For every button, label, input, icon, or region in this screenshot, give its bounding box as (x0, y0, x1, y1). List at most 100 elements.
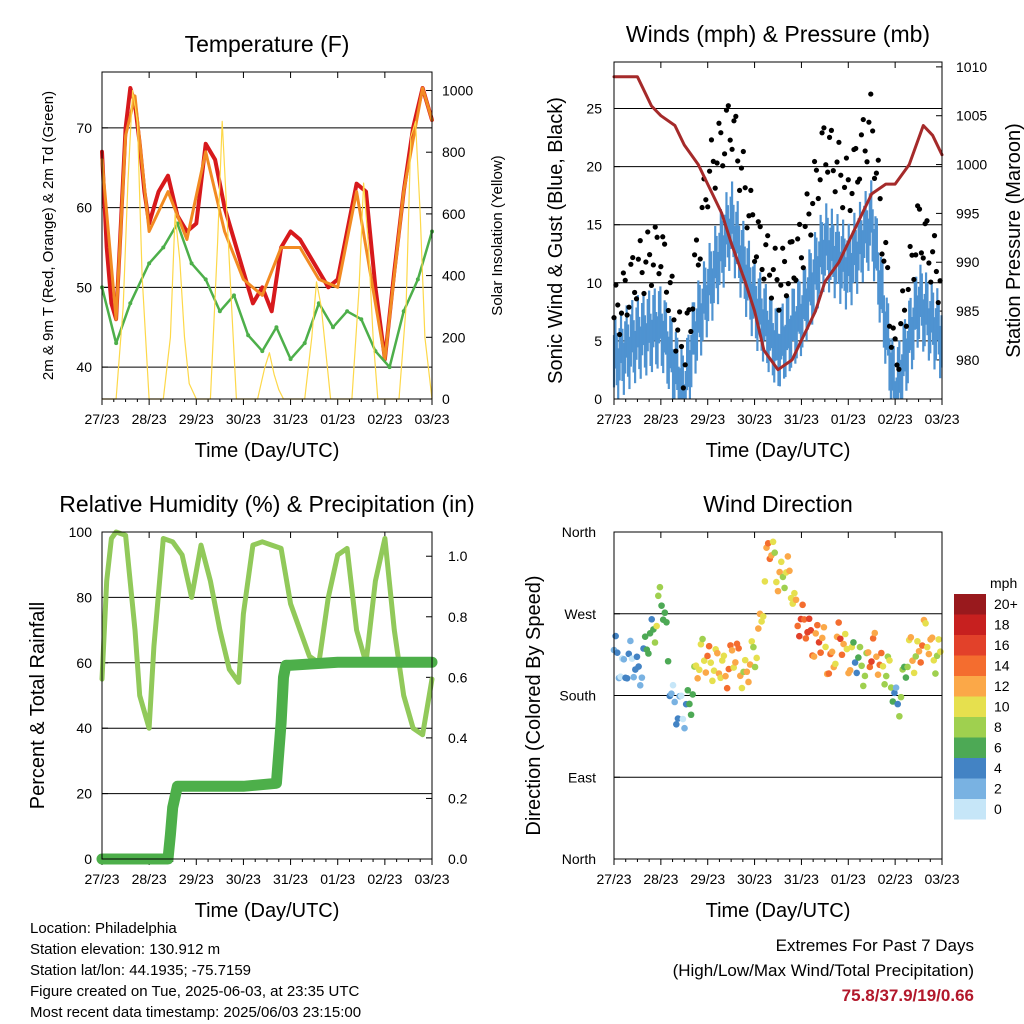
gust-point (708, 137, 715, 143)
gust-point (856, 176, 863, 182)
gust-point (871, 175, 878, 181)
y2-tick-label: 0.6 (448, 669, 468, 685)
gust-point (765, 233, 771, 239)
gust-point (618, 310, 625, 316)
direction-point (681, 724, 688, 732)
direction-point (892, 684, 900, 691)
direction-point (786, 567, 793, 575)
gust-point (883, 239, 889, 246)
gust-point (804, 191, 810, 197)
x-tick-label: 27/23 (84, 871, 119, 887)
gust-point (806, 211, 812, 217)
gust-point (778, 282, 784, 288)
direction-point (641, 633, 649, 640)
colorbar-cell (954, 614, 986, 635)
direction-point (663, 618, 670, 626)
gust-point (667, 280, 673, 286)
y2-axis-label: Station Pressure (Maroon) (1003, 123, 1024, 358)
gust-point (658, 264, 664, 270)
direction-point (932, 670, 939, 677)
gust-point (723, 107, 730, 113)
x-tick-label: 27/23 (596, 871, 631, 887)
gust-point (693, 237, 700, 243)
gust-point (706, 168, 713, 174)
gust-point (781, 258, 788, 265)
x-axis-label: Time (Day/UTC) (706, 900, 851, 922)
direction-point (879, 663, 887, 670)
gust-point (840, 205, 846, 211)
recent-timestamp: Most recent data timestamp: 2025/06/03 2… (30, 1004, 362, 1021)
gust-point (849, 190, 855, 197)
gust-point (772, 245, 778, 251)
direction-point (630, 673, 637, 681)
x-axis-label: Time (Day/UTC) (195, 900, 340, 922)
direction-point (925, 650, 933, 658)
gust-point (648, 282, 655, 289)
gust-point (832, 189, 838, 195)
gust-point (620, 270, 626, 276)
direction-point (886, 657, 893, 664)
gust-point (729, 146, 735, 152)
direction-point (794, 622, 801, 630)
gust-point (890, 325, 896, 331)
direction-point (887, 684, 895, 691)
x-tick-label: 31/23 (273, 411, 308, 427)
colorbar-cell (954, 799, 986, 820)
direction-point (912, 653, 920, 660)
direction-point (861, 672, 869, 680)
chart-title: Relative Humidity (%) & Precipitation (i… (59, 491, 474, 517)
gust-point (858, 132, 865, 138)
x-tick-label: 28/23 (643, 411, 678, 427)
direction-point (773, 578, 780, 586)
gust-point (879, 251, 885, 257)
direction-point (923, 643, 931, 651)
y-axis-label: 2m & 9m T (Red, Orange) & 2m Td (Green) (40, 91, 57, 380)
gust-point (735, 158, 741, 164)
gust-point (652, 224, 658, 230)
gust-point (817, 177, 823, 183)
y-axis-label: Percent & Total Rainfall (27, 602, 49, 810)
gust-point (712, 185, 718, 191)
direction-point (791, 589, 798, 597)
x-tick-label: 01/23 (831, 411, 866, 427)
x-tick-label: 03/23 (924, 871, 959, 887)
gust-point (935, 299, 941, 306)
gust-point (907, 243, 913, 250)
gust-point (630, 254, 636, 261)
colorbar-cell (954, 635, 986, 656)
direction-point (625, 650, 633, 658)
direction-point (774, 587, 782, 595)
y-tick-label: 25 (586, 100, 602, 116)
direction-point (699, 635, 706, 643)
direction-point (812, 630, 820, 637)
direction-point (702, 669, 710, 676)
direction-point (769, 538, 777, 546)
x-tick-label: 03/23 (414, 411, 449, 427)
direction-point (814, 621, 821, 629)
x-tick-label: 29/23 (179, 411, 214, 427)
direction-point (633, 653, 641, 661)
y2-tick-label: 980 (956, 352, 980, 368)
gust-point (757, 224, 763, 230)
colorbar-cell (954, 778, 986, 799)
gust-point (740, 148, 746, 155)
direction-point (679, 715, 687, 723)
gust-point (691, 252, 698, 258)
y-tick-label: 60 (76, 200, 92, 216)
gust-point (766, 272, 773, 278)
x-tick-label: 28/23 (132, 871, 167, 887)
direction-point (889, 698, 897, 705)
gust-point (748, 187, 754, 193)
x-tick-label: 31/23 (784, 871, 819, 887)
gust-point (870, 128, 876, 134)
direction-point (654, 592, 662, 600)
gust-point (751, 258, 758, 265)
gust-point (731, 118, 737, 124)
direction-point (741, 656, 749, 664)
direction-point (935, 636, 943, 643)
y-tick-label: 0 (594, 391, 602, 407)
direction-point (648, 616, 656, 623)
gust-point (911, 276, 917, 283)
direction-point (673, 720, 680, 728)
direction-point (915, 647, 923, 655)
